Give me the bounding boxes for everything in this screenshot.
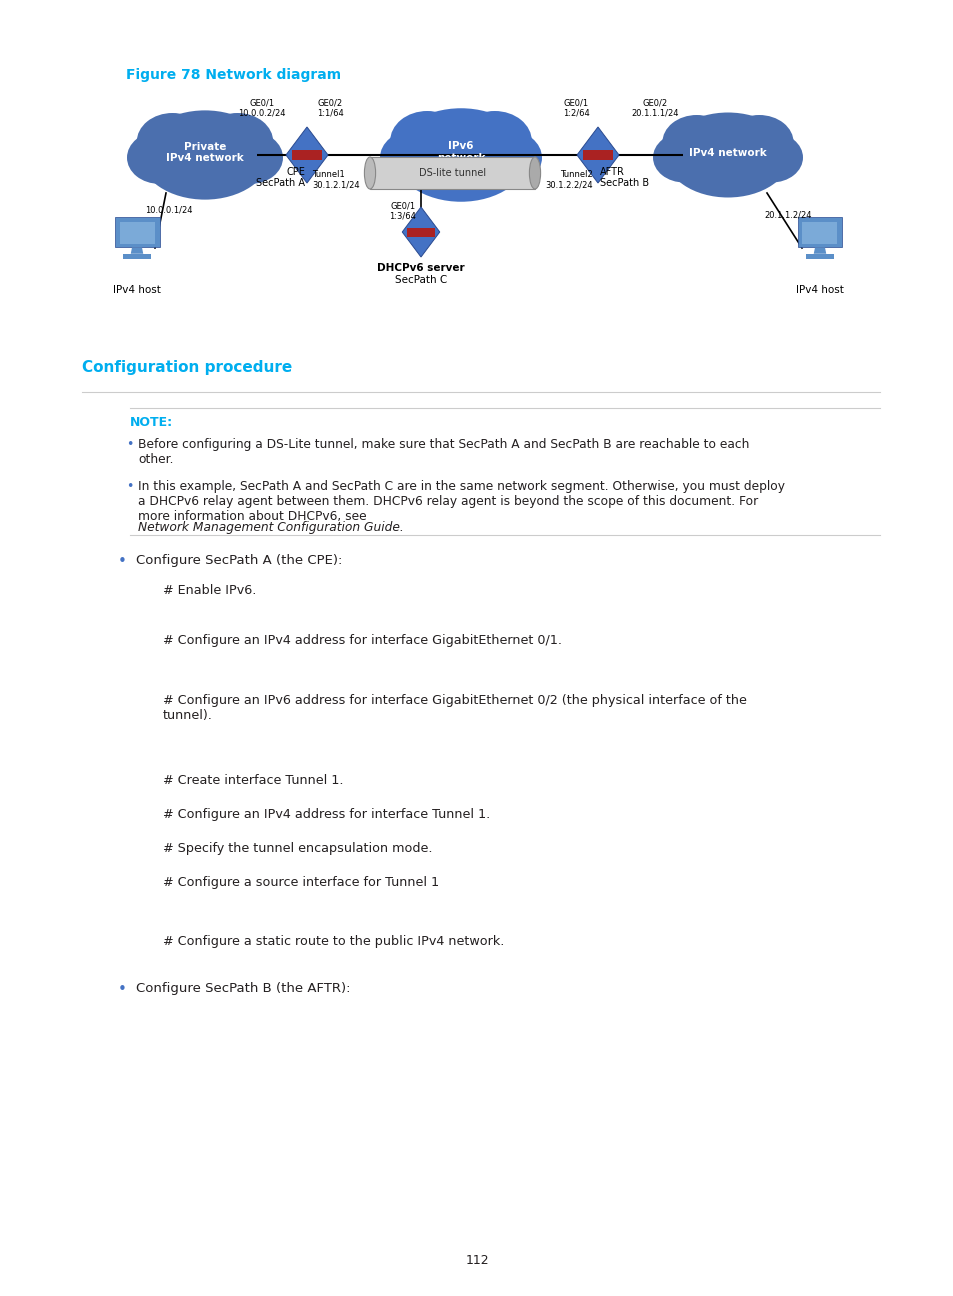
Text: # Configure a source interface for Tunnel 1: # Configure a source interface for Tunne… (163, 876, 438, 889)
Ellipse shape (393, 109, 528, 202)
Text: # Configure an IPv6 address for interface GigabitEthernet 0/2 (the physical inte: # Configure an IPv6 address for interfac… (163, 693, 746, 722)
Polygon shape (286, 127, 328, 183)
FancyBboxPatch shape (801, 223, 837, 244)
Polygon shape (407, 228, 435, 236)
Ellipse shape (218, 131, 283, 184)
Ellipse shape (652, 132, 715, 183)
Polygon shape (813, 248, 825, 254)
Text: # Configure a static route to the public IPv4 network.: # Configure a static route to the public… (163, 934, 504, 947)
Text: Configure SecPath A (the CPE):: Configure SecPath A (the CPE): (136, 553, 342, 568)
FancyBboxPatch shape (119, 223, 154, 244)
Text: DHCPv6 server: DHCPv6 server (376, 263, 464, 273)
Ellipse shape (136, 113, 208, 171)
Text: GE0/2: GE0/2 (317, 98, 342, 108)
FancyBboxPatch shape (114, 218, 159, 248)
Text: 30.1.2.1/24: 30.1.2.1/24 (312, 180, 359, 189)
Text: Network Management Configuration Guide.: Network Management Configuration Guide. (138, 521, 403, 534)
Text: SecPath C: SecPath C (395, 275, 447, 285)
Polygon shape (577, 127, 618, 183)
Text: IPv4 host: IPv4 host (795, 285, 843, 295)
Text: SecPath B: SecPath B (599, 178, 648, 188)
Text: 20.1.1.1/24: 20.1.1.1/24 (631, 109, 678, 118)
Text: # Specify the tunnel encapsulation mode.: # Specify the tunnel encapsulation mode. (163, 842, 432, 855)
Ellipse shape (140, 110, 270, 200)
Text: IPv4 host: IPv4 host (113, 285, 161, 295)
Text: 10.0.0.1/24: 10.0.0.1/24 (145, 206, 193, 215)
Ellipse shape (156, 136, 253, 189)
Text: IPv4 network: IPv4 network (688, 148, 766, 158)
Text: •: • (118, 982, 127, 997)
FancyBboxPatch shape (797, 218, 841, 248)
Text: •: • (126, 438, 133, 451)
Polygon shape (292, 150, 322, 159)
Polygon shape (131, 248, 143, 254)
Polygon shape (402, 207, 439, 257)
Text: DS-lite tunnel: DS-lite tunnel (418, 168, 485, 178)
Polygon shape (582, 150, 613, 159)
Text: 1:1/64: 1:1/64 (316, 109, 343, 118)
Text: IPv6
network: IPv6 network (436, 141, 485, 163)
Ellipse shape (379, 131, 447, 185)
Text: GE0/2: GE0/2 (641, 98, 667, 108)
Text: # Enable IPv6.: # Enable IPv6. (163, 584, 256, 597)
FancyBboxPatch shape (370, 157, 535, 189)
Text: CPE: CPE (286, 167, 305, 178)
FancyBboxPatch shape (805, 254, 833, 259)
Ellipse shape (665, 113, 790, 197)
Text: GE0/1: GE0/1 (563, 98, 588, 108)
Ellipse shape (410, 136, 511, 191)
Text: SecPath A: SecPath A (255, 178, 305, 188)
Ellipse shape (457, 111, 532, 171)
Text: •: • (126, 480, 133, 492)
Text: Private
IPv4 network: Private IPv4 network (166, 141, 244, 163)
Ellipse shape (474, 131, 541, 185)
Text: # Configure an IPv4 address for interface GigabitEthernet 0/1.: # Configure an IPv4 address for interfac… (163, 634, 561, 647)
FancyBboxPatch shape (123, 254, 151, 259)
Text: 1:2/64: 1:2/64 (562, 109, 589, 118)
Ellipse shape (127, 131, 192, 184)
Text: In this example, SecPath A and SecPath C are in the same network segment. Otherw: In this example, SecPath A and SecPath C… (138, 480, 784, 524)
Ellipse shape (661, 115, 730, 170)
Text: # Configure an IPv4 address for interface Tunnel 1.: # Configure an IPv4 address for interfac… (163, 807, 490, 820)
Ellipse shape (529, 157, 540, 189)
Text: Before configuring a DS-Lite tunnel, make sure that SecPath A and SecPath B are : Before configuring a DS-Lite tunnel, mak… (138, 438, 749, 467)
Text: 1:3/64: 1:3/64 (389, 211, 416, 220)
Text: GE0/1: GE0/1 (391, 201, 416, 210)
Ellipse shape (680, 137, 774, 188)
Ellipse shape (724, 115, 793, 170)
Text: 30.1.2.2/24: 30.1.2.2/24 (545, 180, 593, 189)
Text: Configuration procedure: Configuration procedure (82, 360, 292, 375)
Ellipse shape (390, 111, 464, 171)
Text: 20.1.1.2/24: 20.1.1.2/24 (763, 210, 811, 219)
Text: Configure SecPath B (the AFTR):: Configure SecPath B (the AFTR): (136, 982, 350, 995)
Ellipse shape (364, 157, 375, 189)
Text: 112: 112 (465, 1253, 488, 1266)
Ellipse shape (201, 113, 273, 171)
Text: 10.0.0.2/24: 10.0.0.2/24 (238, 109, 286, 118)
Text: GE0/1: GE0/1 (249, 98, 274, 108)
Text: # Create interface Tunnel 1.: # Create interface Tunnel 1. (163, 774, 343, 787)
Text: AFTR: AFTR (599, 167, 624, 178)
Text: •: • (118, 553, 127, 569)
Text: Figure 78 Network diagram: Figure 78 Network diagram (126, 67, 341, 82)
Text: NOTE:: NOTE: (130, 416, 172, 429)
Text: Tunnel1: Tunnel1 (312, 170, 344, 179)
Ellipse shape (740, 132, 802, 183)
Text: Tunnel2: Tunnel2 (559, 170, 593, 179)
